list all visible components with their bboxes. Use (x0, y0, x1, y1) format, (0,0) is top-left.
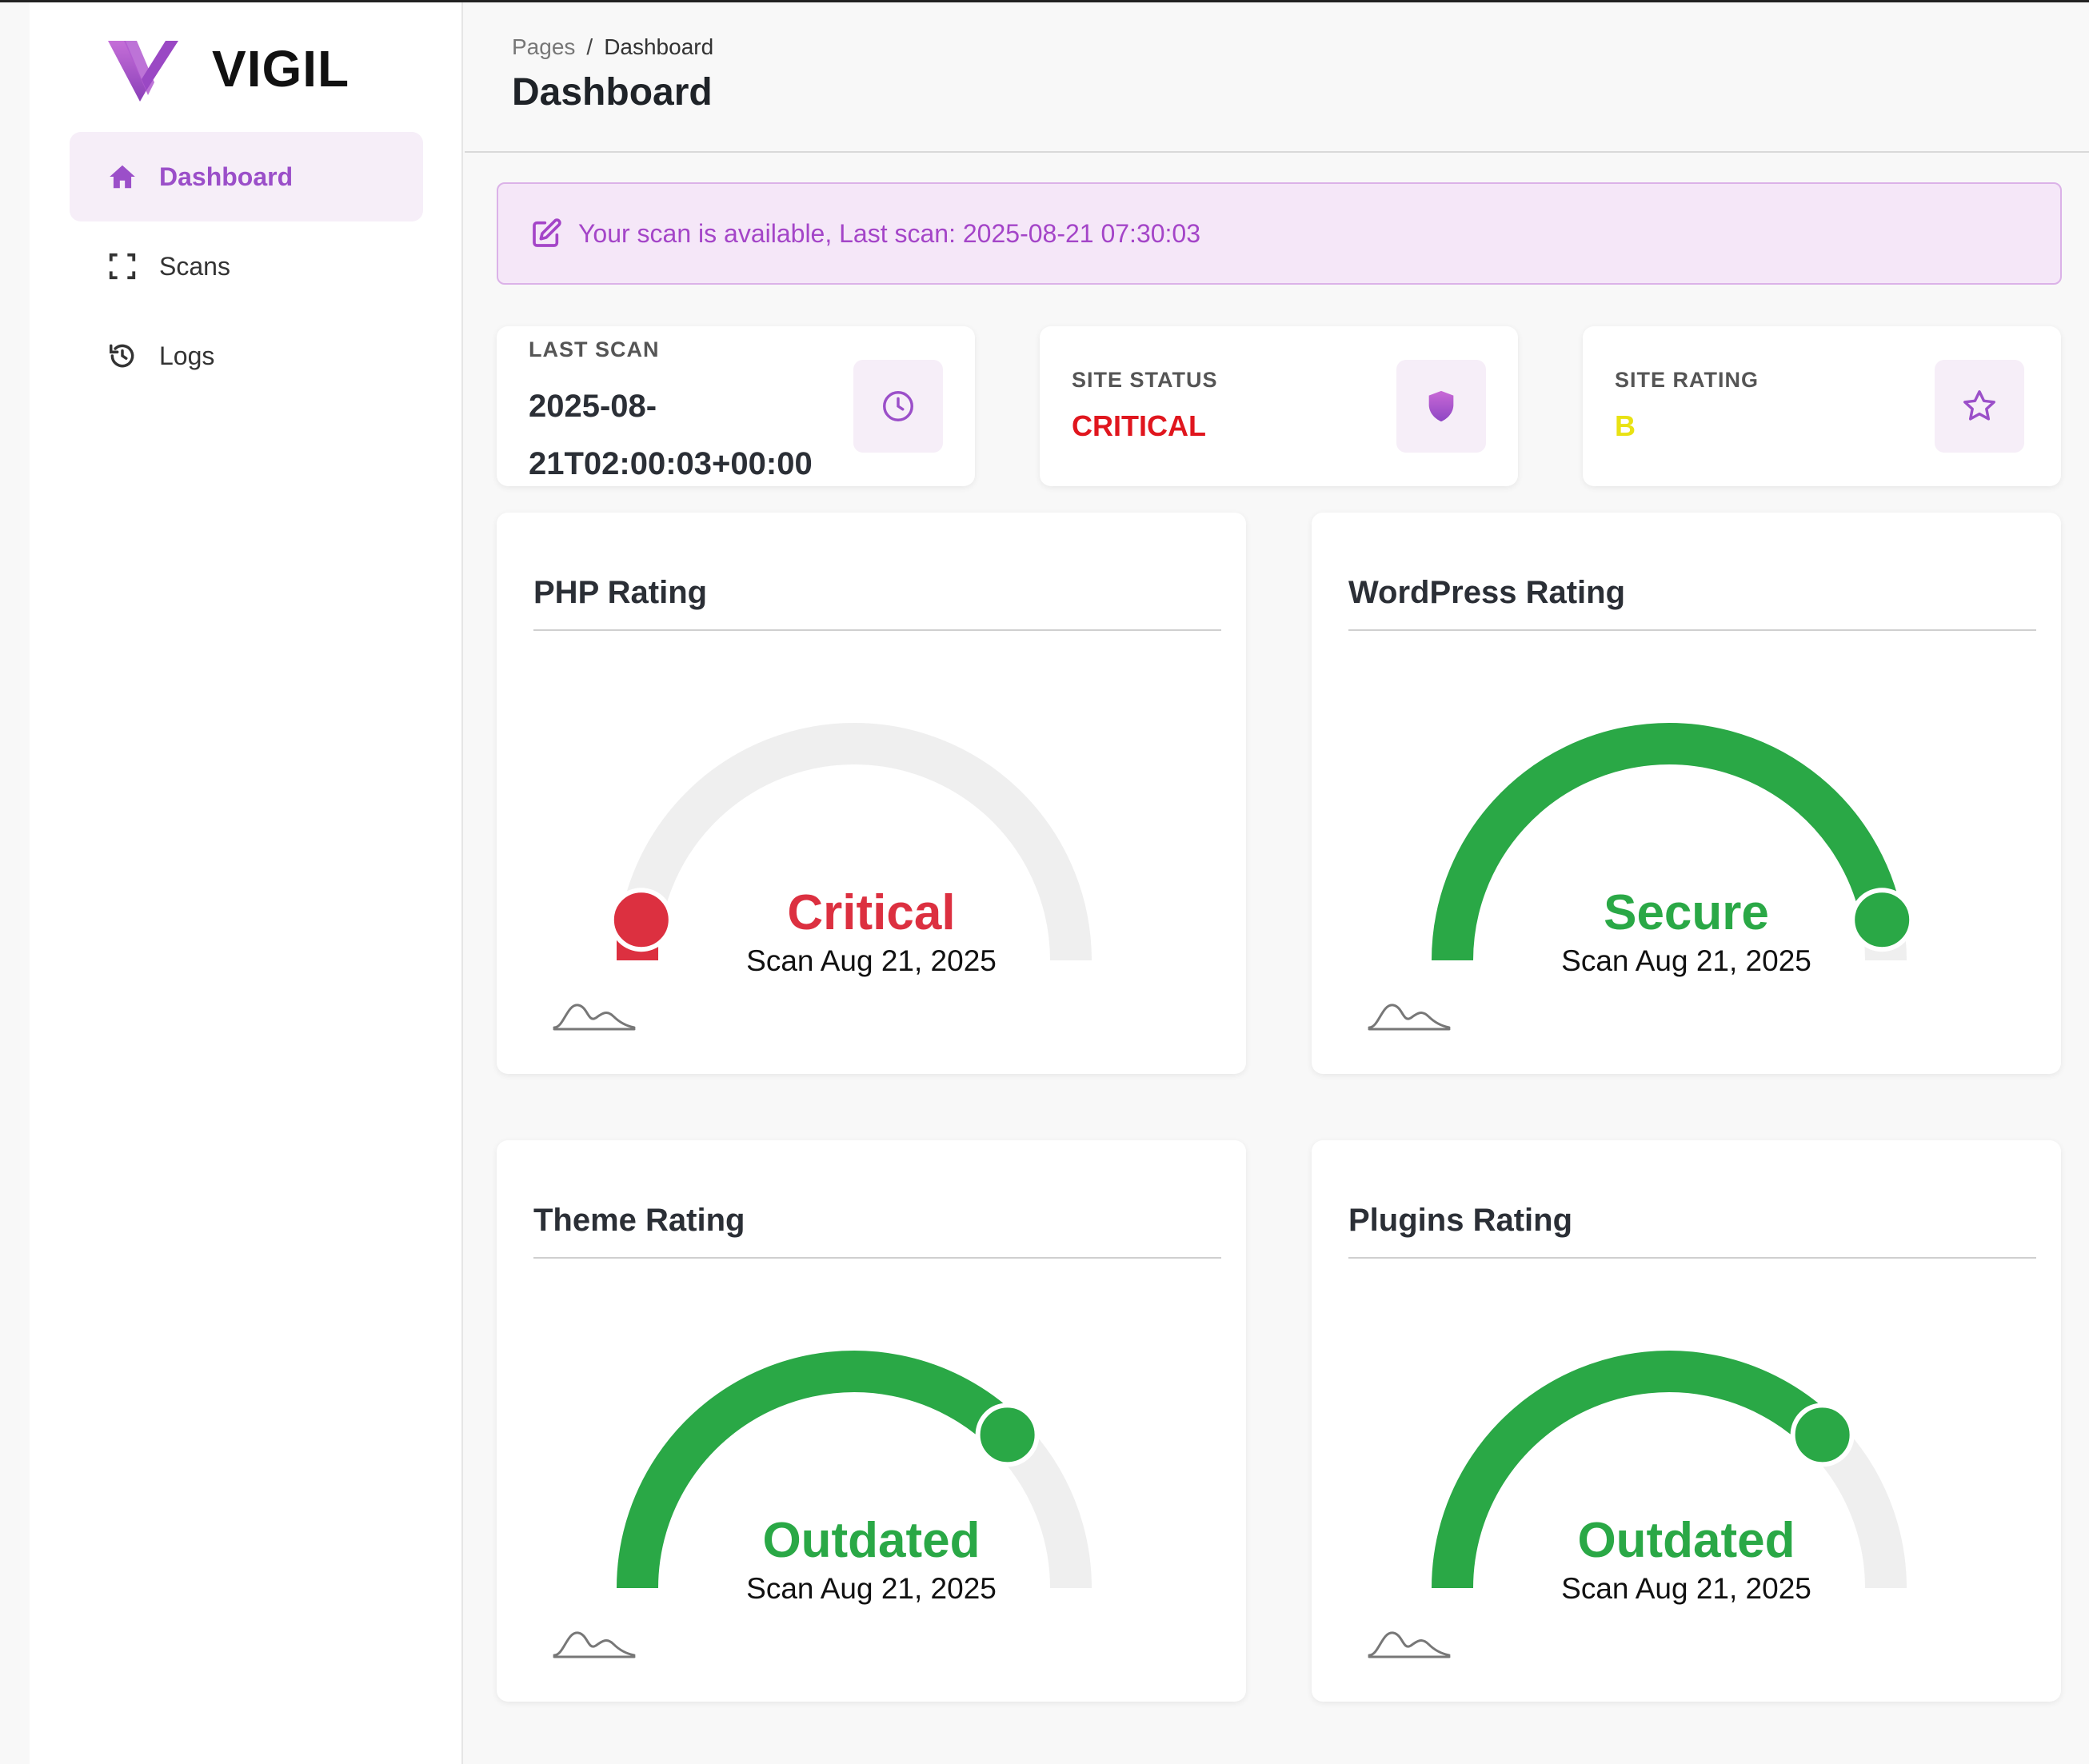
brand[interactable]: VIGIL (108, 34, 349, 102)
wordpress-rating-card: WordPress Rating Secure Scan Aug 21, 202… (1312, 513, 2061, 1074)
php-rating-card: PHP Rating Critical Scan Aug 21, 2025 (497, 513, 1246, 1074)
rating-status: Critical (787, 885, 956, 940)
sidebar-item-logs[interactable]: Logs (70, 311, 423, 401)
last-scan-card: LAST SCAN 2025-08- 21T02:00:03+00:00 (497, 326, 975, 486)
history-icon (106, 340, 138, 372)
sidebar-item-dashboard[interactable]: Dashboard (70, 132, 423, 221)
site-rating-label: SITE RATING (1615, 368, 1759, 392)
edit-icon (533, 218, 561, 247)
star-icon (1963, 390, 1995, 421)
scan-available-alert: Your scan is available, Last scan: 2025-… (497, 182, 2062, 285)
breadcrumb-current: Dashboard (604, 34, 714, 59)
site-status-value: CRITICAL (1072, 409, 1206, 442)
sidebar-item-label: Scans (159, 251, 230, 281)
gauge-knob (1850, 888, 1915, 952)
gauge-fill (1432, 723, 1903, 961)
rating-status: Outdated (1577, 1513, 1795, 1568)
last-scan-value-line1: 2025-08- (529, 389, 657, 424)
plugins-rating-card: Plugins Rating Outdated Scan Aug 21, 202… (1312, 1140, 2061, 1702)
gauge-knob (609, 888, 673, 952)
sparkline-icon (553, 1631, 636, 1658)
sidebar-item-label: Dashboard (159, 162, 294, 191)
alert-message: Your scan is available, Last scan: 2025-… (578, 218, 1201, 248)
gauge-knob (975, 1403, 1040, 1467)
sidebar: VIGIL Dashboard Scans Logs (30, 2, 463, 1764)
last-scan-value: 2025-08- 21T02:00:03+00:00 (529, 377, 813, 493)
sidebar-item-scans[interactable]: Scans (70, 221, 423, 311)
rating-title: Theme Rating (533, 1203, 1221, 1259)
rating-title: PHP Rating (533, 575, 1221, 631)
rating-gauge (609, 723, 1092, 961)
gauge-fill (617, 1351, 1022, 1589)
sparkline-icon (1368, 1004, 1451, 1031)
site-status-card: SITE STATUS CRITICAL (1040, 326, 1518, 486)
breadcrumb-separator: / (586, 34, 593, 59)
breadcrumb-root[interactable]: Pages (512, 34, 576, 59)
theme-rating-card: Theme Rating Outdated Scan Aug 21, 2025 (497, 1140, 1246, 1702)
brand-name: VIGIL (212, 39, 350, 98)
window-top-border (0, 0, 2089, 2)
last-scan-label: LAST SCAN (529, 337, 660, 361)
shield-icon-box (1396, 360, 1486, 453)
clock-icon-box (853, 360, 943, 453)
gauge-track (617, 723, 1092, 961)
sidebar-item-label: Logs (159, 341, 215, 370)
site-rating-value: B (1615, 409, 1636, 442)
rating-scan-date: Scan Aug 21, 2025 (746, 1572, 997, 1605)
clock-icon (883, 391, 913, 421)
rating-title: Plugins Rating (1348, 1203, 2036, 1259)
rating-gauge (617, 1351, 1092, 1589)
last-scan-value-line2: 21T02:00:03+00:00 (529, 446, 813, 481)
site-rating-card: SITE RATING B (1583, 326, 2061, 486)
scan-frame-icon (106, 250, 138, 282)
star-icon-box (1935, 360, 2024, 453)
vigil-logo-icon (108, 41, 178, 102)
sparkline-icon (553, 1004, 636, 1031)
page-header: Pages / Dashboard Dashboard (465, 2, 2089, 153)
shield-icon (1428, 390, 1454, 422)
rating-gauge (1432, 723, 1915, 961)
gauge-fill (1432, 1351, 1837, 1589)
rating-title: WordPress Rating (1348, 575, 2036, 631)
rating-gauge (1432, 1351, 1907, 1589)
rating-scan-date: Scan Aug 21, 2025 (746, 944, 997, 977)
home-icon (106, 161, 138, 193)
page-title: Dashboard (512, 71, 713, 114)
rating-scan-date: Scan Aug 21, 2025 (1561, 1572, 1811, 1605)
sparkline-icon (1368, 1631, 1451, 1658)
site-status-label: SITE STATUS (1072, 368, 1218, 392)
rating-status: Outdated (762, 1513, 981, 1568)
rating-scan-date: Scan Aug 21, 2025 (1561, 944, 1811, 977)
gauge-knob (1790, 1403, 1855, 1467)
breadcrumb: Pages / Dashboard (512, 34, 713, 60)
rating-status: Secure (1604, 885, 1769, 940)
